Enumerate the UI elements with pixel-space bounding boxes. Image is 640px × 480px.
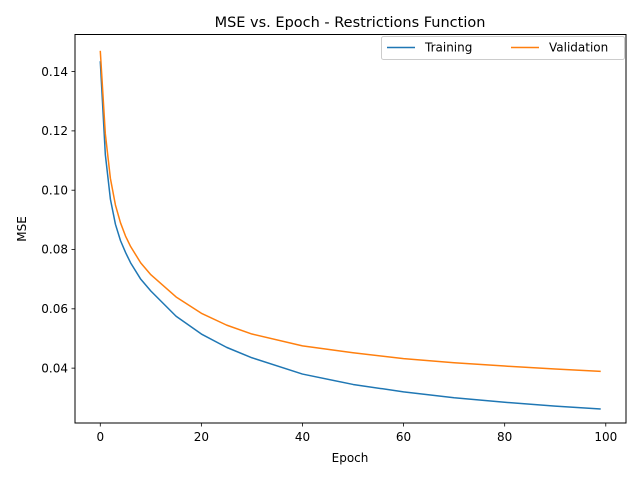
- x-tick-label: 20: [194, 430, 209, 444]
- chart-title: MSE vs. Epoch - Restrictions Function: [215, 15, 486, 31]
- plot-area: [99, 50, 601, 410]
- axes-frame: [74, 34, 627, 424]
- x-tick-label: 80: [497, 430, 512, 444]
- series-line-validation: [99, 50, 601, 373]
- y-tick-label: 0.08: [41, 243, 68, 257]
- legend-label-training: Training: [424, 41, 472, 55]
- y-tick-label: 0.12: [41, 124, 68, 138]
- x-tick-label: 100: [594, 430, 617, 444]
- x-tick-label: 60: [396, 430, 411, 444]
- legend: Training Validation: [381, 36, 625, 60]
- axes: 0 20 40 60 80 100 0.04 0.06 0.08 0.10 0.12 0.14: [41, 65, 617, 444]
- y-tick-label: 0.14: [41, 65, 68, 79]
- y-tick-label: 0.10: [41, 183, 68, 197]
- legend-label-validation: Validation: [549, 41, 608, 55]
- y-tick-label: 0.04: [41, 361, 68, 375]
- series-line-training: [99, 61, 601, 410]
- y-tick-label: 0.06: [41, 302, 68, 316]
- legend-box: [381, 36, 625, 60]
- x-axis-title: Epoch: [332, 451, 369, 465]
- x-tick-label: 40: [295, 430, 310, 444]
- y-axis-title: MSE: [15, 216, 29, 242]
- x-tick-label: 0: [96, 430, 104, 444]
